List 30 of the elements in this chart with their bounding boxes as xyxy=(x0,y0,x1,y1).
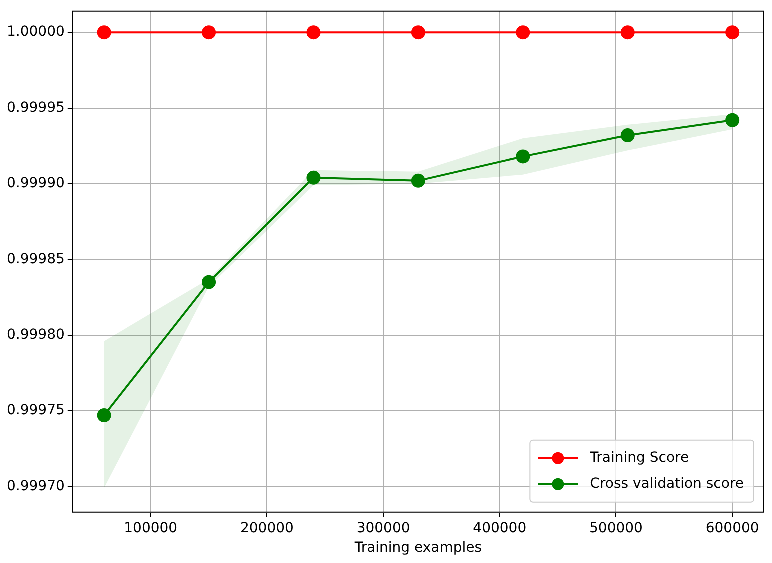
point xyxy=(306,170,321,185)
y-tick-label: 0.99985 xyxy=(6,251,65,268)
y-tick-label: 0.99990 xyxy=(6,176,65,192)
x-tick-label: 500000 xyxy=(590,520,643,536)
point xyxy=(411,174,426,188)
legend-label: Training Score xyxy=(589,450,690,466)
point xyxy=(202,26,216,40)
x-tick-label: 600000 xyxy=(706,520,760,536)
x-tick-label: 400000 xyxy=(473,520,527,536)
legend-label: Cross validation score xyxy=(590,476,744,492)
point xyxy=(202,275,216,290)
point xyxy=(726,26,740,40)
point xyxy=(97,26,112,40)
y-tick-label: 1.00000 xyxy=(6,24,65,40)
point xyxy=(97,408,112,423)
point xyxy=(516,150,530,164)
y-tick-label: 0.99970 xyxy=(6,478,65,494)
point xyxy=(620,26,635,40)
x-tick-label: 100000 xyxy=(124,520,178,536)
y-tick-label: 0.99995 xyxy=(6,100,65,116)
y-tick-label: 0.99975 xyxy=(6,402,65,419)
y-tick-label: 0.99980 xyxy=(6,326,65,343)
x-tick-label: 200000 xyxy=(240,520,294,536)
point xyxy=(516,26,530,40)
point xyxy=(620,128,635,143)
x-axis-title: Training examples xyxy=(354,540,482,556)
point xyxy=(726,113,740,128)
point xyxy=(411,26,426,40)
x-tick-label: 300000 xyxy=(356,520,410,536)
point xyxy=(306,26,321,40)
